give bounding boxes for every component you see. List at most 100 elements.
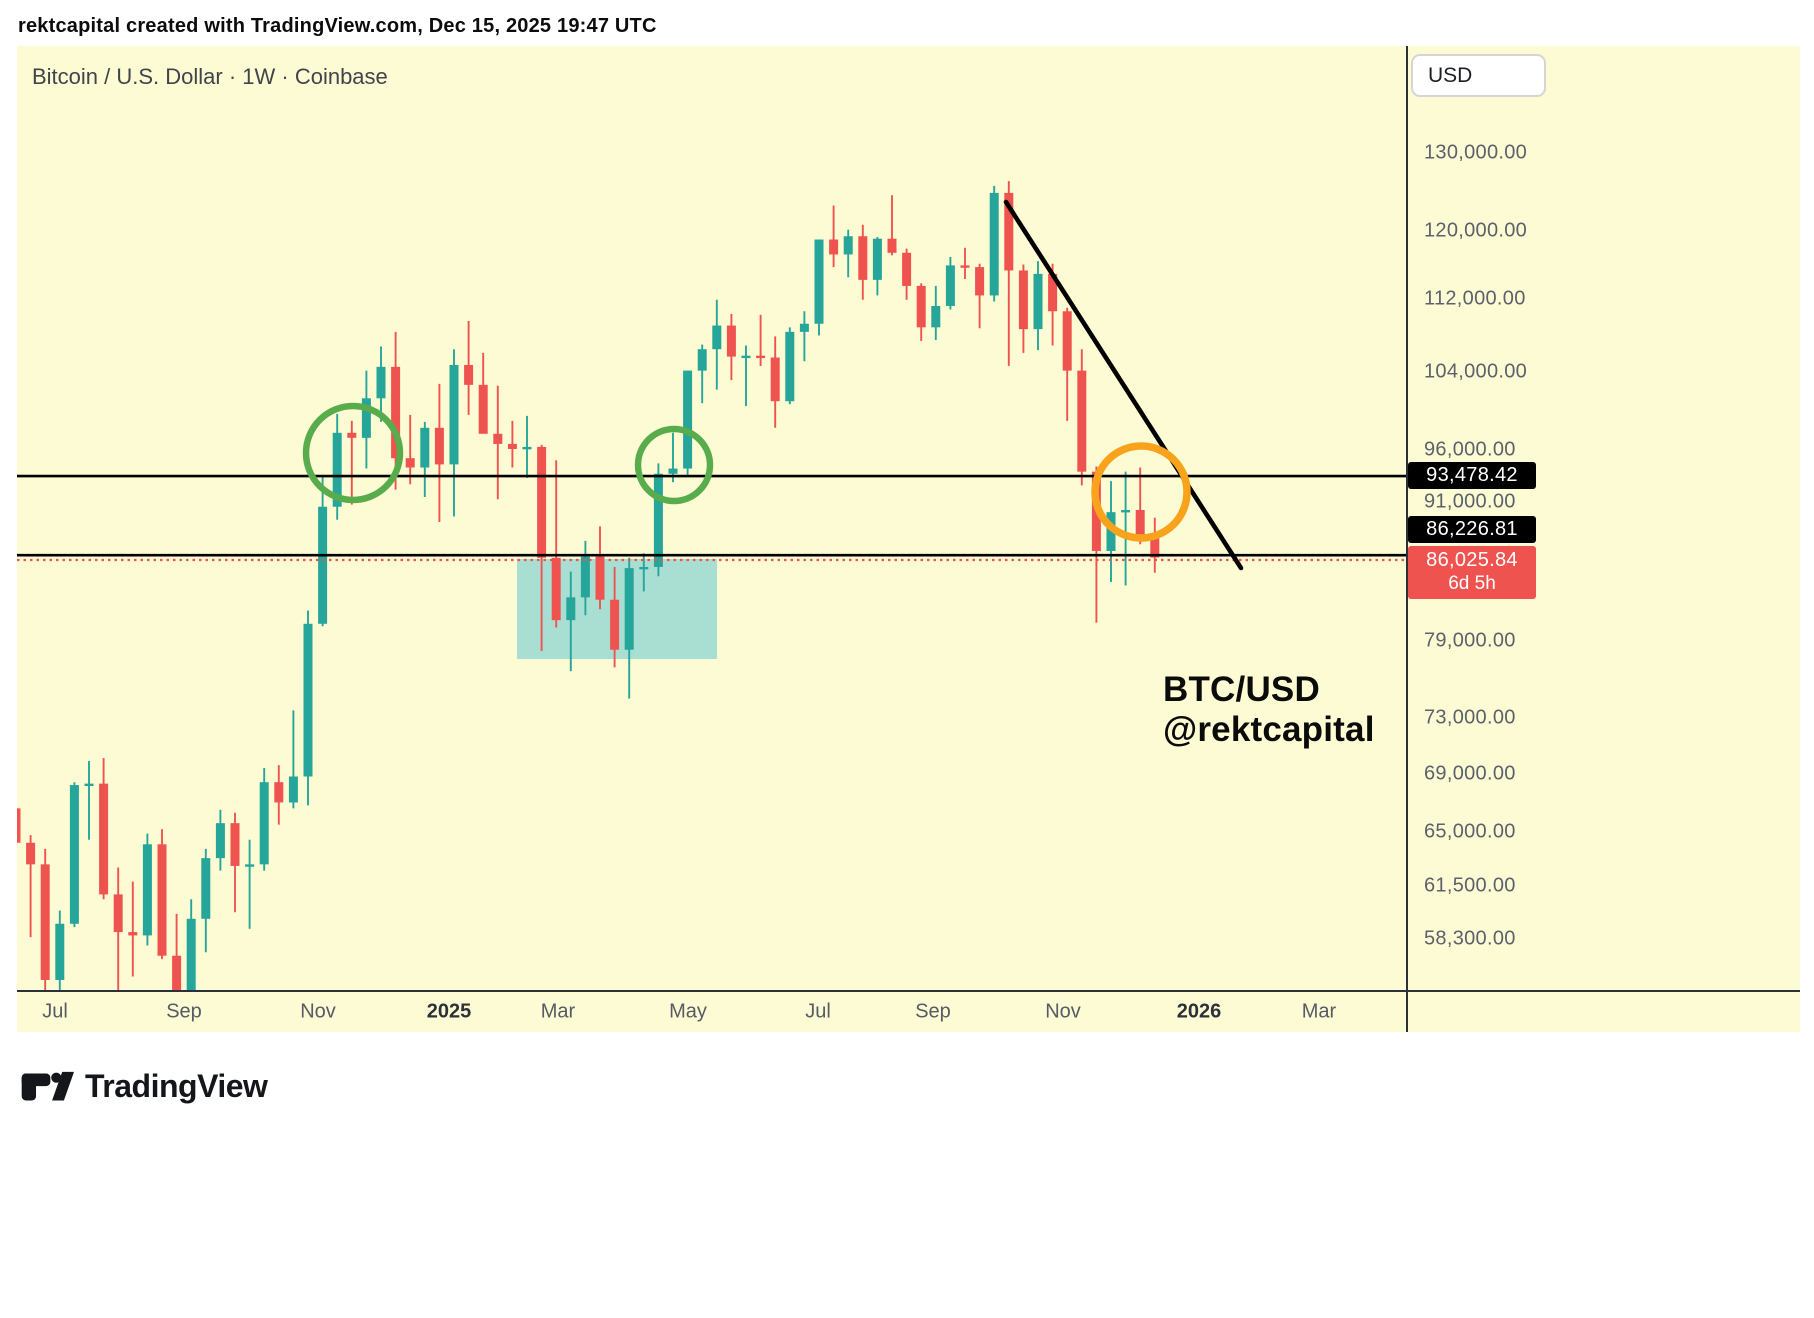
candle-body	[245, 864, 255, 867]
candle	[872, 237, 882, 296]
price-tick-label: 112,000.00	[1424, 287, 1526, 310]
candle	[99, 758, 109, 900]
candle	[683, 370, 693, 475]
candle	[726, 313, 736, 381]
candle-body	[230, 823, 240, 866]
candle-body	[318, 506, 328, 624]
candle	[332, 413, 342, 520]
candle-body	[785, 331, 795, 402]
candle	[84, 760, 94, 840]
tradingview-wordmark: TradingView	[85, 1068, 268, 1104]
candle-body	[259, 782, 269, 865]
candle	[288, 710, 298, 809]
candle	[1121, 471, 1131, 586]
candle	[493, 385, 503, 500]
candle	[361, 370, 371, 469]
price-tick-label: 69,000.00	[1424, 762, 1516, 785]
candle	[434, 383, 444, 522]
candle-body	[712, 325, 722, 350]
time-tick-label: Nov	[300, 1000, 336, 1023]
currency-toggle-button[interactable]: USD	[1411, 54, 1546, 97]
candle-body	[1150, 537, 1160, 558]
candle-body	[449, 364, 459, 465]
level-price-badge-86226: 86,226.81	[1408, 516, 1536, 543]
candle-body	[1048, 273, 1058, 312]
time-tick-label: Jul	[42, 1000, 68, 1023]
candle	[507, 420, 517, 468]
candle	[303, 610, 313, 806]
candle-body	[493, 433, 503, 444]
price-tick-label: 130,000.00	[1424, 141, 1528, 164]
candle-body	[989, 192, 999, 296]
candle	[274, 765, 284, 825]
candle	[186, 899, 196, 990]
candle	[157, 829, 167, 960]
green-circle-1[interactable]	[302, 402, 404, 504]
candle-body	[858, 236, 868, 280]
candle	[1033, 261, 1043, 351]
candle	[668, 432, 678, 483]
candle	[566, 571, 576, 672]
candle	[376, 346, 386, 422]
candle	[215, 809, 225, 871]
orange-circle[interactable]	[1091, 442, 1191, 542]
candle-body	[55, 923, 65, 980]
candle-body	[975, 267, 985, 296]
candle-body	[142, 844, 152, 936]
candle-body	[1004, 192, 1014, 271]
tradingview-logo-icon	[21, 1071, 74, 1100]
chart-area: BTC/USD @rektcapital Bitcoin / U.S. Doll…	[17, 46, 1800, 1032]
candle-body	[551, 557, 561, 621]
candle-body	[668, 468, 678, 474]
candle-body	[420, 427, 430, 468]
candle	[580, 540, 590, 616]
candle-body	[26, 842, 36, 865]
time-tick-label: Sep	[915, 1000, 951, 1023]
candle	[814, 239, 824, 336]
candle	[843, 229, 853, 278]
candle-body	[829, 239, 839, 255]
time-tick-label: May	[669, 1000, 707, 1023]
candle	[113, 867, 123, 990]
candle	[989, 185, 999, 302]
candle	[624, 557, 634, 699]
candle-body	[697, 349, 707, 371]
level-price-badge-86226-label: 86,226.81	[1426, 518, 1518, 540]
candle	[1062, 307, 1072, 421]
candle	[245, 839, 255, 929]
candle	[799, 311, 809, 362]
candle	[1135, 467, 1145, 545]
candle-body	[434, 427, 444, 465]
candle-body	[361, 398, 371, 438]
candle	[318, 475, 328, 627]
candle	[405, 414, 415, 485]
time-tick-label: 2025	[426, 1000, 472, 1023]
currency-toggle-label: USD	[1428, 63, 1473, 87]
price-pane[interactable]: BTC/USD @rektcapital	[17, 46, 1406, 990]
price-tick-label: 104,000.00	[1424, 360, 1528, 383]
candle-body	[99, 783, 109, 895]
candle-body	[843, 236, 853, 255]
candle-body	[945, 265, 955, 306]
candle	[1018, 264, 1028, 353]
time-scale[interactable]: Jul Sep Nov 2025 Mar May Jul Sep Nov 2026 Mar	[17, 992, 1800, 1032]
candle	[230, 812, 240, 913]
candle-body	[172, 955, 182, 990]
downtrend-line[interactable]	[1003, 199, 1244, 571]
watermark-symbol: BTC/USD	[1163, 670, 1320, 709]
candle-body	[931, 305, 941, 328]
candle	[172, 913, 182, 990]
price-scale[interactable]: USD 130,000.00 120,000.00 112,000.00 104,00…	[1408, 46, 1800, 990]
candle	[785, 327, 795, 405]
candle	[478, 352, 488, 434]
price-tick-label: 91,000.00	[1424, 490, 1516, 513]
time-tick-label: Mar	[540, 1000, 576, 1023]
candle	[17, 808, 21, 843]
candle-body	[274, 782, 284, 803]
price-tick-label: 120,000.00	[1424, 219, 1528, 242]
candle	[945, 256, 955, 310]
green-circle-2[interactable]	[634, 425, 714, 505]
attribution-header: rektcapital created with TradingView.com…	[18, 15, 657, 37]
candle	[449, 349, 459, 517]
candle	[639, 553, 649, 592]
